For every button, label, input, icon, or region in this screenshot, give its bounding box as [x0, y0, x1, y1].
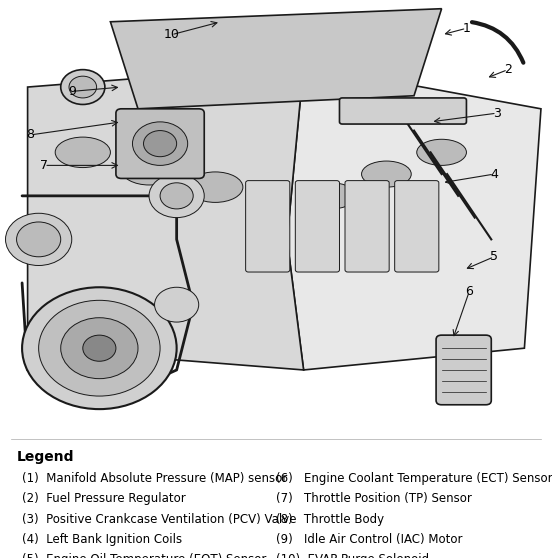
Text: 4: 4: [490, 167, 498, 181]
Polygon shape: [28, 65, 304, 370]
Ellipse shape: [362, 161, 411, 187]
Text: 3: 3: [493, 107, 501, 119]
Circle shape: [17, 222, 61, 257]
Circle shape: [22, 287, 177, 409]
Circle shape: [61, 70, 105, 104]
FancyBboxPatch shape: [345, 181, 389, 272]
Text: (4)  Left Bank Ignition Coils: (4) Left Bank Ignition Coils: [22, 533, 182, 546]
Text: (5)  Engine Oil Temperature (EOT) Sensor: (5) Engine Oil Temperature (EOT) Sensor: [22, 553, 267, 558]
Circle shape: [132, 122, 188, 165]
FancyBboxPatch shape: [395, 181, 439, 272]
Text: 1: 1: [463, 22, 470, 35]
Ellipse shape: [306, 183, 356, 209]
FancyBboxPatch shape: [436, 335, 491, 405]
Ellipse shape: [55, 137, 110, 167]
Text: (6)   Engine Coolant Temperature (ECT) Sensor: (6) Engine Coolant Temperature (ECT) Sen…: [276, 472, 552, 485]
Circle shape: [160, 183, 193, 209]
Text: 7: 7: [40, 159, 48, 172]
Circle shape: [61, 318, 138, 379]
Text: 6: 6: [465, 285, 473, 298]
FancyBboxPatch shape: [339, 98, 466, 124]
Text: 10: 10: [163, 28, 179, 41]
FancyBboxPatch shape: [246, 181, 290, 272]
FancyBboxPatch shape: [116, 109, 204, 179]
Text: (7)   Throttle Position (TP) Sensor: (7) Throttle Position (TP) Sensor: [276, 492, 472, 506]
Text: (8)   Throttle Body: (8) Throttle Body: [276, 513, 384, 526]
Text: (9)   Idle Air Control (IAC) Motor: (9) Idle Air Control (IAC) Motor: [276, 533, 463, 546]
Circle shape: [144, 131, 177, 157]
Circle shape: [149, 174, 204, 218]
Text: 5: 5: [490, 251, 498, 263]
Text: 9: 9: [68, 85, 76, 98]
Text: Legend: Legend: [17, 450, 74, 464]
Ellipse shape: [188, 172, 243, 203]
Circle shape: [6, 213, 72, 266]
Circle shape: [69, 76, 97, 98]
Circle shape: [83, 335, 116, 361]
Text: (1)  Manifold Absolute Pressure (MAP) sensor: (1) Manifold Absolute Pressure (MAP) sen…: [22, 472, 288, 485]
Polygon shape: [110, 9, 442, 109]
Text: 2: 2: [504, 63, 512, 76]
Circle shape: [39, 300, 160, 396]
Text: (3)  Positive Crankcase Ventilation (PCV) Valve: (3) Positive Crankcase Ventilation (PCV)…: [22, 513, 296, 526]
Polygon shape: [287, 65, 541, 370]
Ellipse shape: [417, 140, 466, 165]
Text: 8: 8: [26, 128, 34, 141]
FancyArrowPatch shape: [472, 22, 523, 62]
Circle shape: [155, 287, 199, 322]
Text: (10)  EVAP Purge Solenoid: (10) EVAP Purge Solenoid: [276, 553, 429, 558]
Ellipse shape: [121, 155, 177, 185]
Text: (2)  Fuel Pressure Regulator: (2) Fuel Pressure Regulator: [22, 492, 186, 506]
FancyBboxPatch shape: [295, 181, 339, 272]
